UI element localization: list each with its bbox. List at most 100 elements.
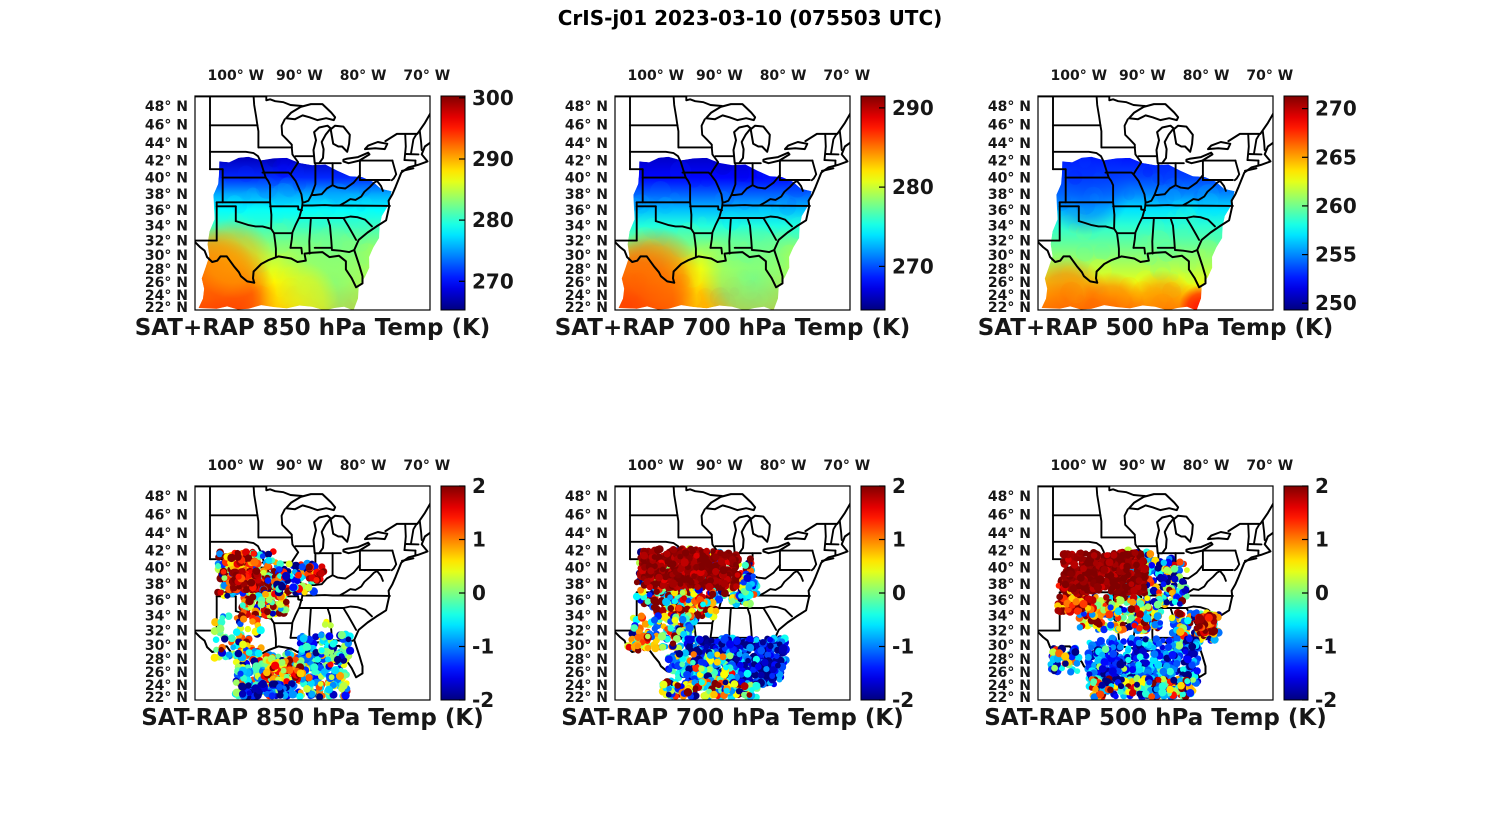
- svg-text:90° W: 90° W: [696, 458, 743, 474]
- map-axes-box: [1037, 485, 1274, 701]
- svg-text:34° N: 34° N: [988, 219, 1031, 235]
- svg-text:40° N: 40° N: [565, 561, 608, 577]
- svg-text:30° N: 30° N: [145, 638, 188, 654]
- svg-text:80° W: 80° W: [760, 68, 807, 84]
- svg-text:100° W: 100° W: [628, 458, 685, 474]
- panel-title-sat-minus-rap-850: SAT-RAP 850 hPa Temp (K): [141, 705, 484, 731]
- svg-text:26° N: 26° N: [565, 665, 608, 681]
- svg-text:46° N: 46° N: [565, 508, 608, 524]
- svg-text:290: 290: [892, 96, 934, 120]
- svg-text:32° N: 32° N: [565, 624, 608, 640]
- svg-text:90° W: 90° W: [696, 68, 743, 84]
- svg-text:-1: -1: [472, 635, 494, 659]
- panel-sat-minus-rap-700-temp: 100° W 90° W 80° W 70° W 48° N 46° N 44° N 42° …: [515, 445, 950, 745]
- svg-text:32° N: 32° N: [145, 624, 188, 640]
- svg-text:260: 260: [1315, 194, 1357, 218]
- panel-title-sat-minus-rap-700: SAT-RAP 700 hPa Temp (K): [561, 705, 904, 731]
- svg-text:44° N: 44° N: [145, 526, 188, 542]
- figure-title: CrIS-j01 2023-03-10 (075503 UTC): [557, 6, 943, 30]
- svg-text:280: 280: [892, 175, 934, 199]
- svg-text:2: 2: [892, 474, 906, 498]
- colorbar: 210-1-2: [440, 474, 494, 712]
- svg-text:26° N: 26° N: [988, 275, 1031, 291]
- map-axes-box: [614, 485, 851, 701]
- svg-text:36° N: 36° N: [565, 203, 608, 219]
- svg-text:1: 1: [472, 528, 486, 552]
- lon-tick-labels: 100° W 90° W 80° W 70° W: [1051, 458, 1294, 474]
- svg-text:24° N: 24° N: [145, 678, 188, 694]
- colorbar: 300 290 280 270: [440, 86, 514, 311]
- svg-text:70° W: 70° W: [1246, 68, 1293, 84]
- svg-text:42° N: 42° N: [565, 544, 608, 560]
- svg-text:26° N: 26° N: [145, 275, 188, 291]
- svg-text:24° N: 24° N: [988, 288, 1031, 304]
- swath-field-layer: [615, 96, 850, 310]
- panel-sat-plus-rap-500-temp: 100° W 90° W 80° W 70° W 48° N 46° N 44° N 42° …: [938, 55, 1373, 355]
- svg-text:0: 0: [472, 581, 486, 605]
- svg-text:270: 270: [1315, 97, 1357, 121]
- svg-text:46° N: 46° N: [988, 118, 1031, 134]
- sat-minus-rap-700-map-canvas: 100° W 90° W 80° W 70° W 48° N 46° N 44° N 42° …: [565, 458, 914, 712]
- svg-text:265: 265: [1315, 145, 1357, 169]
- svg-text:42° N: 42° N: [988, 154, 1031, 170]
- svg-text:90° W: 90° W: [276, 458, 323, 474]
- svg-text:80° W: 80° W: [340, 68, 387, 84]
- svg-text:48° N: 48° N: [988, 99, 1031, 115]
- svg-text:24° N: 24° N: [565, 288, 608, 304]
- panel-sat-plus-rap-700-temp: 100° W 90° W 80° W 70° W 48° N 46° N 44° N 42° …: [515, 55, 950, 355]
- svg-text:34° N: 34° N: [145, 219, 188, 235]
- svg-text:36° N: 36° N: [565, 593, 608, 609]
- panel-sat-plus-rap-850-temp: 100° W 90° W 80° W 70° W 48° N 46° N 44° N 42° …: [95, 55, 530, 355]
- svg-text:48° N: 48° N: [565, 99, 608, 115]
- map-axes-box: [194, 485, 431, 701]
- svg-text:24° N: 24° N: [145, 288, 188, 304]
- colorbar: 290 280 270: [860, 95, 934, 311]
- map-axes-box: [194, 95, 431, 311]
- lat-tick-labels: 48° N 46° N 44° N 42° N40° N38° N36° N34° N…: [988, 99, 1031, 316]
- colorbar: 210-1-2: [860, 474, 914, 712]
- svg-text:0: 0: [892, 581, 906, 605]
- svg-text:32° N: 32° N: [145, 234, 188, 250]
- svg-text:90° W: 90° W: [1119, 68, 1166, 84]
- scatter-dots-layer: [210, 548, 355, 700]
- panel-title-sat-minus-rap-500: SAT-RAP 500 hPa Temp (K): [984, 705, 1327, 731]
- panel-sat-minus-rap-850-temp: 100° W 90° W 80° W 70° W 48° N 46° N 44° N 42° …: [95, 445, 530, 745]
- panel-title-sat-plus-rap-700: SAT+RAP 700 hPa Temp (K): [554, 315, 911, 341]
- lat-tick-labels: 48° N 46° N 44° N 42° N40° N38° N36° N34° N…: [565, 489, 608, 706]
- svg-text:70° W: 70° W: [403, 68, 450, 84]
- lon-tick-labels: 100° W 90° W 80° W 70° W: [628, 458, 871, 474]
- lon-tick-labels: 100° W 90° W 80° W 70° W: [628, 68, 871, 84]
- svg-text:38° N: 38° N: [565, 187, 608, 203]
- svg-text:32° N: 32° N: [565, 234, 608, 250]
- svg-text:100° W: 100° W: [208, 458, 265, 474]
- svg-text:38° N: 38° N: [145, 577, 188, 593]
- svg-text:46° N: 46° N: [145, 118, 188, 134]
- lon-tick-labels: 100° W 90° W 80° W 70° W: [208, 68, 451, 84]
- lat-tick-labels: 48° N 46° N 44° N 42° N40° N38° N36° N34° N…: [565, 99, 608, 316]
- panel-title-sat-plus-rap-500: SAT+RAP 500 hPa Temp (K): [977, 315, 1334, 341]
- svg-text:250: 250: [1315, 291, 1357, 315]
- svg-text:-2: -2: [472, 688, 494, 712]
- svg-text:46° N: 46° N: [145, 508, 188, 524]
- scatter-dots-layer: [624, 545, 790, 700]
- svg-text:40° N: 40° N: [145, 561, 188, 577]
- lon-tick-labels: 100° W 90° W 80° W 70° W: [1051, 68, 1294, 84]
- svg-text:80° W: 80° W: [760, 458, 807, 474]
- sat-minus-rap-500-map-canvas: 100° W 90° W 80° W 70° W 48° N46° N44° N42° …: [988, 458, 1337, 712]
- scatter-dots-layer: [1047, 546, 1223, 700]
- svg-text:90° W: 90° W: [276, 68, 323, 84]
- svg-text:42° N: 42° N: [145, 544, 188, 560]
- svg-text:28° N: 28° N: [565, 262, 608, 278]
- svg-text:42° N: 42° N: [145, 154, 188, 170]
- svg-text:40° N: 40° N: [565, 171, 608, 187]
- map-axes-box: [1037, 95, 1274, 311]
- sat-minus-rap-850-map-canvas: 100° W 90° W 80° W 70° W 48° N 46° N 44° N 42° …: [145, 458, 494, 712]
- swath-field-layer: [195, 96, 430, 310]
- svg-text:44° N: 44° N: [565, 526, 608, 542]
- svg-text:34° N: 34° N: [145, 609, 188, 625]
- svg-text:38° N: 38° N: [145, 187, 188, 203]
- svg-text:40° N: 40° N: [988, 171, 1031, 187]
- colorbar: 210-1-2: [1283, 474, 1337, 712]
- svg-text:70° W: 70° W: [403, 458, 450, 474]
